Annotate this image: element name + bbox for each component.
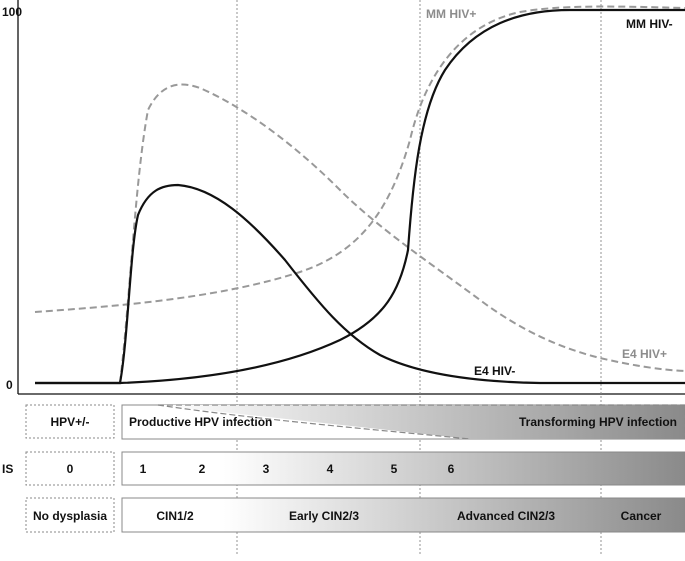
hpv-status-box xyxy=(25,404,115,439)
is-zero-box xyxy=(25,451,115,486)
no-dysplasia-box xyxy=(25,497,115,533)
is-stage-1: 1 xyxy=(140,462,147,476)
mm-hiv-neg-label: MM HIV- xyxy=(626,17,673,31)
is-stage-4: 4 xyxy=(327,462,334,476)
is-stage-3: 3 xyxy=(263,462,270,476)
is-zero-label: 0 xyxy=(67,462,74,476)
mm-hiv-pos-label: MM HIV+ xyxy=(426,7,476,21)
no-dysplasia-label: No dysplasia xyxy=(33,509,107,523)
histology-bar xyxy=(121,497,685,533)
e4-hiv-neg-curve xyxy=(35,183,685,385)
productive-infection-label: Productive HPV infection xyxy=(129,415,272,429)
e4-hiv-neg-label: E4 HIV- xyxy=(474,364,515,378)
transforming-wedge-border xyxy=(158,404,685,439)
y-axis-bottom-label: 0 xyxy=(6,378,13,392)
histology-advanced-cin23: Advanced CIN2/3 xyxy=(457,509,555,523)
e4-hiv-pos-curve xyxy=(119,83,685,384)
mm-hiv-pos-curve xyxy=(34,5,685,313)
is-row-label: IS xyxy=(2,462,13,476)
is-stage-2: 2 xyxy=(199,462,206,476)
is-stage-5: 5 xyxy=(391,462,398,476)
productive-infection-boundary xyxy=(157,404,471,440)
histology-early-cin23: Early CIN2/3 xyxy=(289,509,359,523)
transforming-infection-wedge xyxy=(158,405,685,439)
is-bar xyxy=(121,451,685,486)
histology-cin12: CIN1/2 xyxy=(156,509,194,523)
mm-hiv-neg-curve xyxy=(35,8,685,385)
histology-cancer: Cancer xyxy=(621,509,662,523)
e4-hiv-pos-label: E4 HIV+ xyxy=(622,347,667,361)
hpv-status-label: HPV+/- xyxy=(50,415,89,429)
y-axis-top-label: 100 xyxy=(2,5,22,19)
transforming-infection-label: Transforming HPV infection xyxy=(519,415,677,429)
is-stage-6: 6 xyxy=(448,462,455,476)
